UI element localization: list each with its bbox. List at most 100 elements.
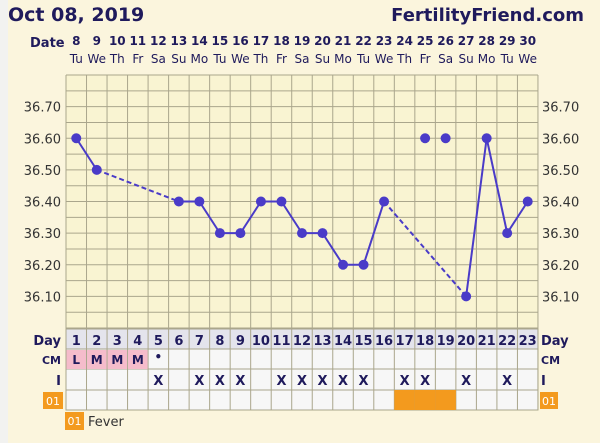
weekday-label: Sa bbox=[294, 52, 309, 66]
fever-code-badge-right bbox=[540, 392, 558, 409]
day-row-label-right: Day bbox=[541, 334, 569, 349]
intercourse-mark: X bbox=[276, 374, 286, 389]
y-tick-right: 36.20 bbox=[542, 259, 579, 274]
fever-cell bbox=[414, 390, 436, 410]
temperature-point bbox=[481, 133, 492, 144]
fever-cell bbox=[435, 390, 456, 410]
weekday-label: Th bbox=[396, 52, 412, 66]
day-number: 10 bbox=[252, 334, 270, 349]
weekday-label: Tu bbox=[356, 52, 370, 66]
day-number: 6 bbox=[174, 334, 183, 349]
legend-fever-label: Fever bbox=[88, 415, 124, 430]
legend-fever-code: 01 bbox=[68, 415, 82, 428]
date-number: 23 bbox=[376, 34, 393, 48]
menses-cell bbox=[107, 350, 128, 369]
temperature-point bbox=[276, 196, 287, 207]
intercourse-mark: X bbox=[502, 374, 512, 389]
weekday-label: Tu bbox=[212, 52, 226, 66]
cm-entry: L bbox=[72, 353, 80, 367]
fever-cell bbox=[394, 390, 415, 410]
menses-cell bbox=[87, 350, 107, 369]
date-number: 21 bbox=[335, 34, 352, 48]
day-number: 5 bbox=[154, 334, 163, 349]
menses-cell bbox=[128, 350, 148, 369]
day-number: 13 bbox=[313, 334, 331, 349]
weekday-label: We bbox=[518, 52, 537, 66]
weekday-label: Su bbox=[315, 52, 330, 66]
date-number: 11 bbox=[129, 34, 146, 48]
temperature-line bbox=[198, 200, 221, 234]
intercourse-mark: X bbox=[359, 374, 369, 389]
cm-entry: • bbox=[155, 350, 163, 364]
intercourse-mark: X bbox=[420, 374, 430, 389]
date-number: 20 bbox=[314, 34, 331, 48]
temperature-point bbox=[214, 228, 225, 239]
y-tick-left: 36.60 bbox=[24, 132, 61, 147]
temperature-line bbox=[75, 137, 98, 171]
weekday-label: Sa bbox=[438, 52, 453, 66]
temperature-point bbox=[71, 133, 82, 144]
date-number: 9 bbox=[93, 34, 101, 48]
date-number: 15 bbox=[212, 34, 229, 48]
temperature-point bbox=[522, 196, 533, 207]
day-number: 16 bbox=[375, 334, 393, 349]
intercourse-row-label-right: I bbox=[541, 374, 546, 389]
weekday-label: We bbox=[88, 52, 107, 66]
temperature-point bbox=[502, 228, 513, 239]
weekday-label: Su bbox=[459, 52, 474, 66]
cm-entry: M bbox=[132, 353, 144, 367]
day-number: 18 bbox=[416, 334, 434, 349]
weekday-label: Tu bbox=[500, 52, 514, 66]
y-tick-right: 36.30 bbox=[542, 227, 579, 242]
y-tick-left: 36.10 bbox=[24, 290, 61, 305]
date-number: 19 bbox=[294, 34, 311, 48]
intercourse-mark: X bbox=[461, 374, 471, 389]
date-number: 16 bbox=[232, 34, 249, 48]
weekday-label: Th bbox=[252, 52, 268, 66]
fever-code-badge-left bbox=[43, 392, 63, 409]
day-number: 19 bbox=[437, 334, 455, 349]
date-number: 22 bbox=[355, 34, 372, 48]
day-number: 22 bbox=[498, 334, 516, 349]
temperature-point bbox=[91, 164, 102, 175]
intercourse-mark: X bbox=[153, 374, 163, 389]
weekday-label: We bbox=[375, 52, 394, 66]
menses-cell bbox=[66, 350, 87, 369]
y-tick-left: 36.70 bbox=[24, 101, 61, 116]
y-tick-right: 36.60 bbox=[542, 132, 579, 147]
cm-entry: M bbox=[91, 353, 103, 367]
chart-title: Oct 08, 2019 bbox=[8, 4, 144, 26]
intercourse-mark: X bbox=[317, 374, 327, 389]
excluded-temperature-point bbox=[440, 133, 451, 144]
weekday-label: We bbox=[231, 52, 250, 66]
cm-entry: M bbox=[111, 353, 123, 367]
day-row bbox=[66, 329, 538, 349]
temperature-line bbox=[239, 200, 262, 234]
date-number: 17 bbox=[253, 34, 270, 48]
weekday-label: Fr bbox=[276, 52, 287, 66]
temperature-point bbox=[379, 196, 390, 207]
date-number: 10 bbox=[109, 34, 126, 48]
y-tick-left: 36.40 bbox=[24, 196, 61, 211]
temperature-point bbox=[173, 196, 184, 207]
fever-code-right: 01 bbox=[542, 395, 556, 408]
y-tick-left: 36.50 bbox=[24, 164, 61, 179]
temperature-point bbox=[296, 228, 307, 239]
temperature-line bbox=[280, 200, 303, 234]
day-number: 9 bbox=[236, 334, 245, 349]
date-number: 27 bbox=[458, 34, 475, 48]
day-number: 21 bbox=[478, 334, 496, 349]
day-number: 20 bbox=[457, 334, 475, 349]
y-tick-left: 36.20 bbox=[24, 259, 61, 274]
day-number: 4 bbox=[133, 334, 142, 349]
temperature-line bbox=[506, 200, 529, 234]
weekday-label: Fr bbox=[132, 52, 143, 66]
temperature-line-dashed bbox=[383, 200, 467, 298]
date-number: 30 bbox=[519, 34, 536, 48]
intercourse-mark: X bbox=[235, 374, 245, 389]
temperature-point bbox=[461, 291, 472, 302]
brand-logo: FertilityFriend.com bbox=[391, 5, 584, 26]
date-number: 13 bbox=[171, 34, 188, 48]
temperature-line bbox=[321, 232, 344, 266]
